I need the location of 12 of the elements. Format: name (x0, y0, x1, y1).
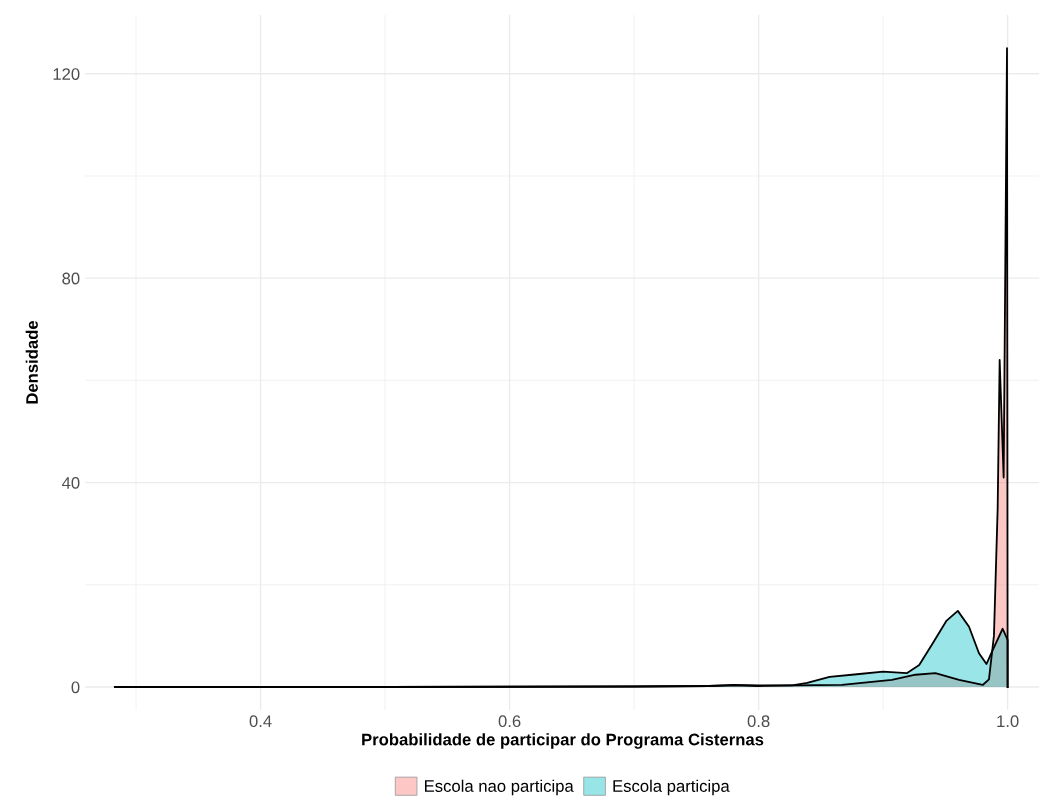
x-tick-label: 0.6 (498, 715, 521, 728)
x-tick-label: 1.0 (997, 715, 1019, 728)
x-tick-label: 0.4 (249, 715, 272, 728)
y-tick-label: 0 (71, 681, 80, 694)
legend-label: Escola participa (613, 779, 730, 796)
y-tick-label: 120 (53, 68, 80, 80)
y-tick-label: 80 (62, 272, 80, 285)
y-axis-title: Densidade (25, 320, 38, 404)
y-tick-label: 40 (61, 476, 80, 489)
x-axis-title: Probabilidade de participar do Programa Cisternas (362, 733, 764, 749)
x-tick-label: 0.8 (747, 715, 770, 728)
legend-label: Escola nao participa (425, 779, 574, 796)
